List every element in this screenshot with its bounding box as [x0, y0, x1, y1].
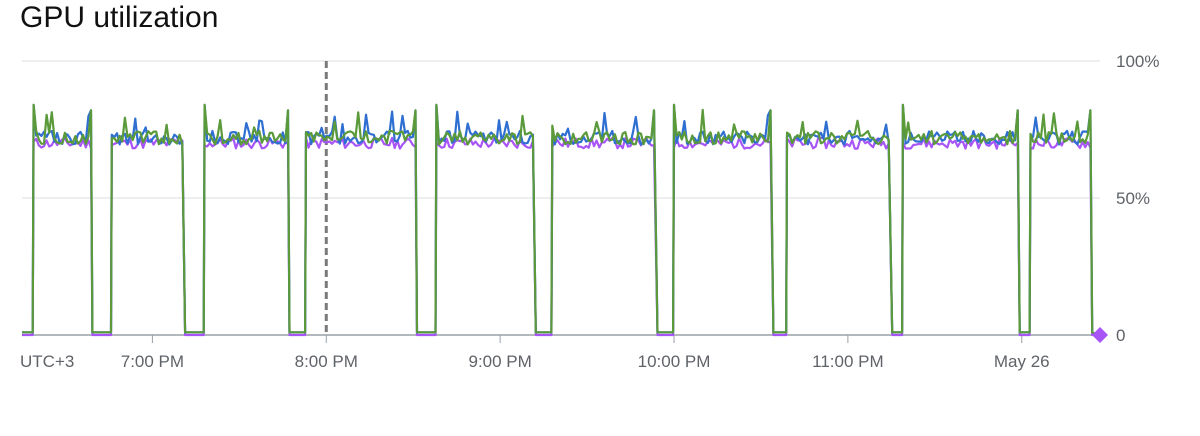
x-tick-label: 11:00 PM	[812, 352, 884, 371]
x-tick-label: May 26	[994, 352, 1050, 371]
timezone-label: UTC+3	[20, 352, 74, 371]
y-axis: 100% 50% 0	[1116, 52, 1159, 345]
x-tick-label: 8:00 PM	[295, 352, 358, 371]
y-tick-label: 50%	[1116, 189, 1150, 208]
x-tick-label: 7:00 PM	[121, 352, 184, 371]
chart-title: GPU utilization	[20, 1, 219, 34]
series-line-green[interactable]	[22, 103, 1101, 337]
y-tick-label: 0	[1116, 326, 1125, 345]
series-lines[interactable]	[22, 103, 1101, 337]
last-value-diamond[interactable]	[1092, 327, 1108, 343]
x-tick-label: 10:00 PM	[638, 352, 711, 371]
x-tick-label: 9:00 PM	[468, 352, 531, 371]
x-axis: 7:00 PM 8:00 PM 9:00 PM 10:00 PM 11:00 PM May…	[20, 335, 1050, 371]
last-point-marker[interactable]	[1092, 327, 1108, 343]
y-tick-label: 100%	[1116, 52, 1159, 71]
